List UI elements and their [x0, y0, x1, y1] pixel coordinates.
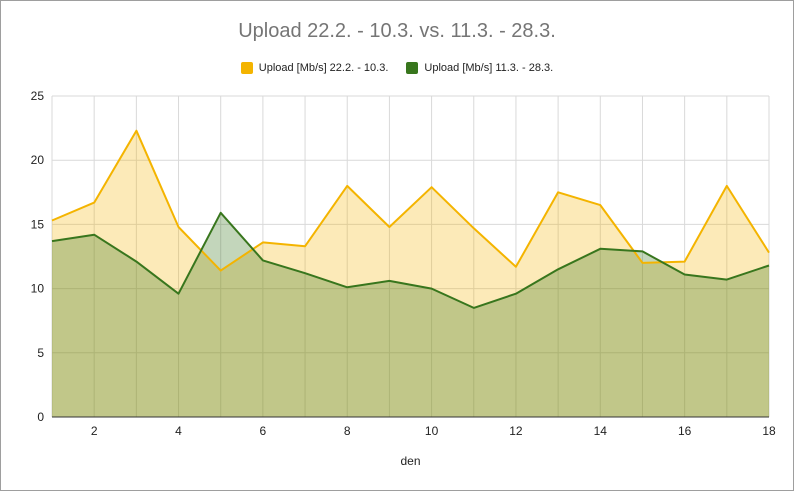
series-1-point[interactable] [429, 184, 435, 190]
y-tick-label: 15 [31, 217, 45, 231]
legend-item-series-2[interactable]: Upload [Mb/s] 11.3. - 28.3. [406, 62, 553, 74]
series-2-point[interactable] [91, 232, 97, 238]
series-1-point[interactable] [513, 264, 519, 270]
series-1-point[interactable] [639, 260, 645, 266]
series-2-point[interactable] [639, 248, 645, 254]
series-2-line [51, 211, 770, 309]
series-1-point[interactable] [49, 218, 55, 224]
legend: Upload [Mb/s] 22.2. - 10.3. Upload [Mb/s… [0, 60, 794, 76]
legend-label-series-2: Upload [Mb/s] 11.3. - 28.3. [424, 62, 554, 74]
y-tick-label: 10 [31, 282, 45, 296]
x-tick-label: 18 [762, 424, 776, 438]
series-2-point[interactable] [682, 271, 688, 277]
x-tick-label: 14 [594, 424, 608, 438]
series-1-point[interactable] [682, 259, 688, 265]
x-tick-label: 4 [175, 424, 182, 438]
series-1-point[interactable] [133, 128, 139, 134]
y-tick-label: 25 [31, 89, 45, 103]
series-2-point[interactable] [513, 291, 519, 297]
series-2-point[interactable] [597, 246, 603, 252]
x-tick-label: 12 [509, 424, 523, 438]
series-2-point[interactable] [386, 278, 392, 284]
series-2-point[interactable] [344, 284, 350, 290]
y-tick-label: 20 [31, 153, 45, 167]
chart-title: Upload 22.2. - 10.3. vs. 11.3. - 28.3. [238, 20, 556, 42]
series-1-point[interactable] [555, 189, 561, 195]
series-2-point[interactable] [49, 238, 55, 244]
series-2-point[interactable] [302, 270, 308, 276]
series-1-point[interactable] [302, 243, 308, 249]
series-1-point[interactable] [344, 183, 350, 189]
legend-item-series-1[interactable]: Upload [Mb/s] 22.2. - 10.3. [240, 62, 389, 74]
series-1-line [51, 129, 770, 272]
series-2-point[interactable] [766, 262, 772, 268]
series-2-point[interactable] [429, 286, 435, 292]
series-1-point[interactable] [176, 224, 182, 230]
axes: 0 5 10 15 20 25 2 4 6 8 10 12 14 16 18 [31, 89, 776, 438]
x-tick-label: 6 [260, 424, 267, 438]
series-areas [52, 130, 769, 417]
x-tick-label: 2 [91, 424, 98, 438]
series-2-point[interactable] [133, 259, 139, 265]
legend-swatch-series-2 [406, 62, 419, 74]
series-1-point[interactable] [766, 250, 772, 256]
series-2-point[interactable] [471, 305, 477, 311]
series-2-point[interactable] [260, 257, 266, 263]
x-tick-label: 16 [678, 424, 692, 438]
series-1-point[interactable] [724, 183, 730, 189]
y-tick-label: 0 [37, 410, 44, 424]
x-tick-label: 10 [425, 424, 439, 438]
series-2-point[interactable] [724, 277, 730, 283]
series-1-point[interactable] [386, 224, 392, 230]
legend-swatch-series-1 [240, 62, 253, 74]
series-1-point[interactable] [218, 268, 224, 274]
series-1-point[interactable] [91, 200, 97, 206]
series-2-point[interactable] [218, 210, 224, 216]
series-2-point[interactable] [555, 266, 561, 272]
series-1-point[interactable] [597, 202, 603, 208]
series-1-point[interactable] [260, 239, 266, 245]
series-lines [49, 128, 772, 311]
x-axis-title: den [400, 454, 420, 468]
y-tick-label: 5 [37, 346, 44, 360]
legend-label-series-1: Upload [Mb/s] 22.2. - 10.3. [258, 62, 389, 74]
x-tick-label: 8 [344, 424, 351, 438]
series-1-point[interactable] [471, 225, 477, 231]
series-2-point[interactable] [176, 291, 182, 297]
